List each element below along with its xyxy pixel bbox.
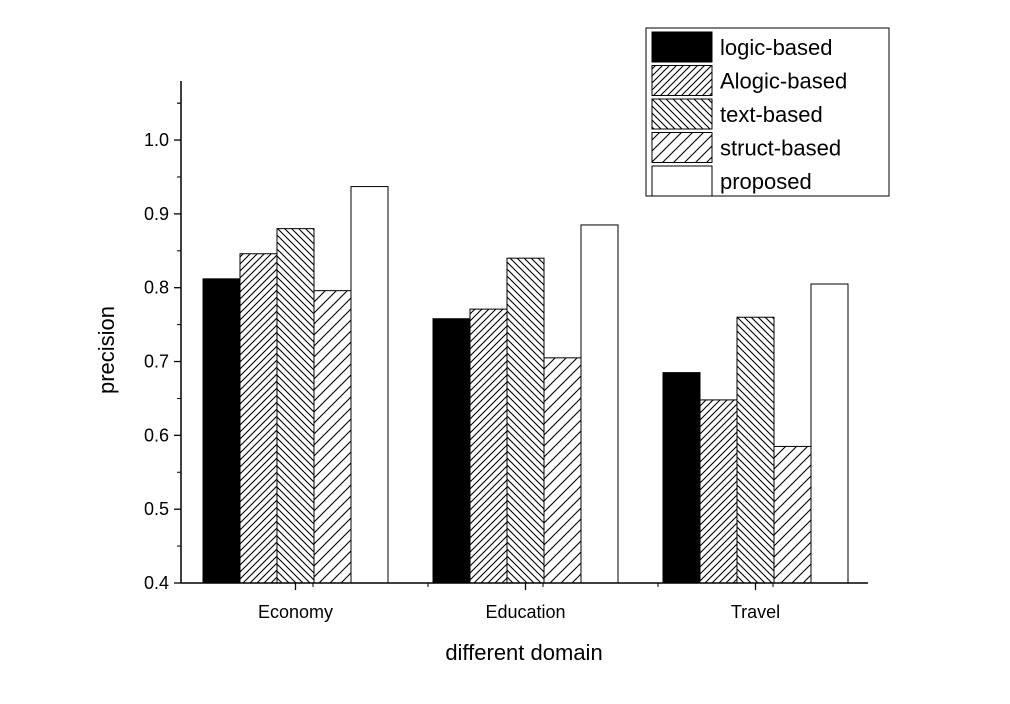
y-tick-label: 0.6 (144, 425, 169, 445)
bar-alogic-based-economy (239, 253, 278, 584)
bar-struct-based-education (543, 357, 582, 584)
bar-group-education (432, 224, 619, 584)
bar-logic-based-education (432, 318, 471, 584)
bar-text-based-travel (736, 316, 775, 584)
legend-item-logic-based: logic-based (651, 31, 833, 63)
y-tick-label: 0.8 (144, 278, 169, 298)
legend-label: Alogic-based (720, 69, 847, 94)
bar-logic-based-travel (662, 372, 701, 584)
legend: logic-based Alogic-based text-based struct-… (645, 27, 890, 197)
bar-proposed-travel (810, 283, 849, 584)
bar-group-economy (202, 186, 389, 584)
x-category-label: Education (485, 602, 565, 622)
y-ticks: 0.4 0.5 0.6 0.7 0.8 0.9 1.0 (144, 102, 181, 593)
x-categories: Economy Education Travel (258, 583, 780, 622)
legend-item-text-based: text-based (651, 98, 823, 130)
y-tick-label: 0.4 (144, 573, 169, 593)
legend-label: logic-based (720, 35, 833, 60)
legend-swatch (651, 65, 713, 96)
y-tick-label: 1.0 (144, 130, 169, 150)
x-category-label: Economy (258, 602, 333, 622)
bar-struct-based-economy (313, 290, 352, 584)
bar-group-travel (662, 283, 849, 584)
legend-item-proposed: proposed (651, 165, 812, 197)
legend-label: struct-based (720, 136, 841, 161)
x-axis-title: different domain (445, 640, 602, 665)
bar-proposed-economy (350, 186, 389, 584)
legend-swatch (651, 132, 713, 163)
bars-layer (202, 186, 849, 584)
bar-text-based-education (506, 257, 545, 584)
legend-item-struct-based: struct-based (651, 132, 841, 163)
bar-proposed-education (580, 224, 619, 584)
legend-item-alogic-based: Alogic-based (651, 65, 847, 96)
y-tick-label: 0.5 (144, 499, 169, 519)
bar-alogic-based-travel (699, 399, 738, 584)
bar-alogic-based-education (469, 308, 508, 584)
legend-swatch (651, 98, 713, 130)
bar-struct-based-travel (773, 445, 812, 584)
legend-swatch (651, 31, 713, 63)
y-tick-label: 0.9 (144, 204, 169, 224)
legend-swatch (651, 165, 713, 197)
bar-logic-based-economy (202, 278, 241, 584)
y-axis-title: precision (94, 306, 119, 394)
legend-label: text-based (720, 102, 823, 127)
y-tick-label: 0.7 (144, 352, 169, 372)
x-category-label: Travel (731, 602, 780, 622)
bar-text-based-economy (276, 228, 315, 584)
legend-label: proposed (720, 169, 812, 194)
